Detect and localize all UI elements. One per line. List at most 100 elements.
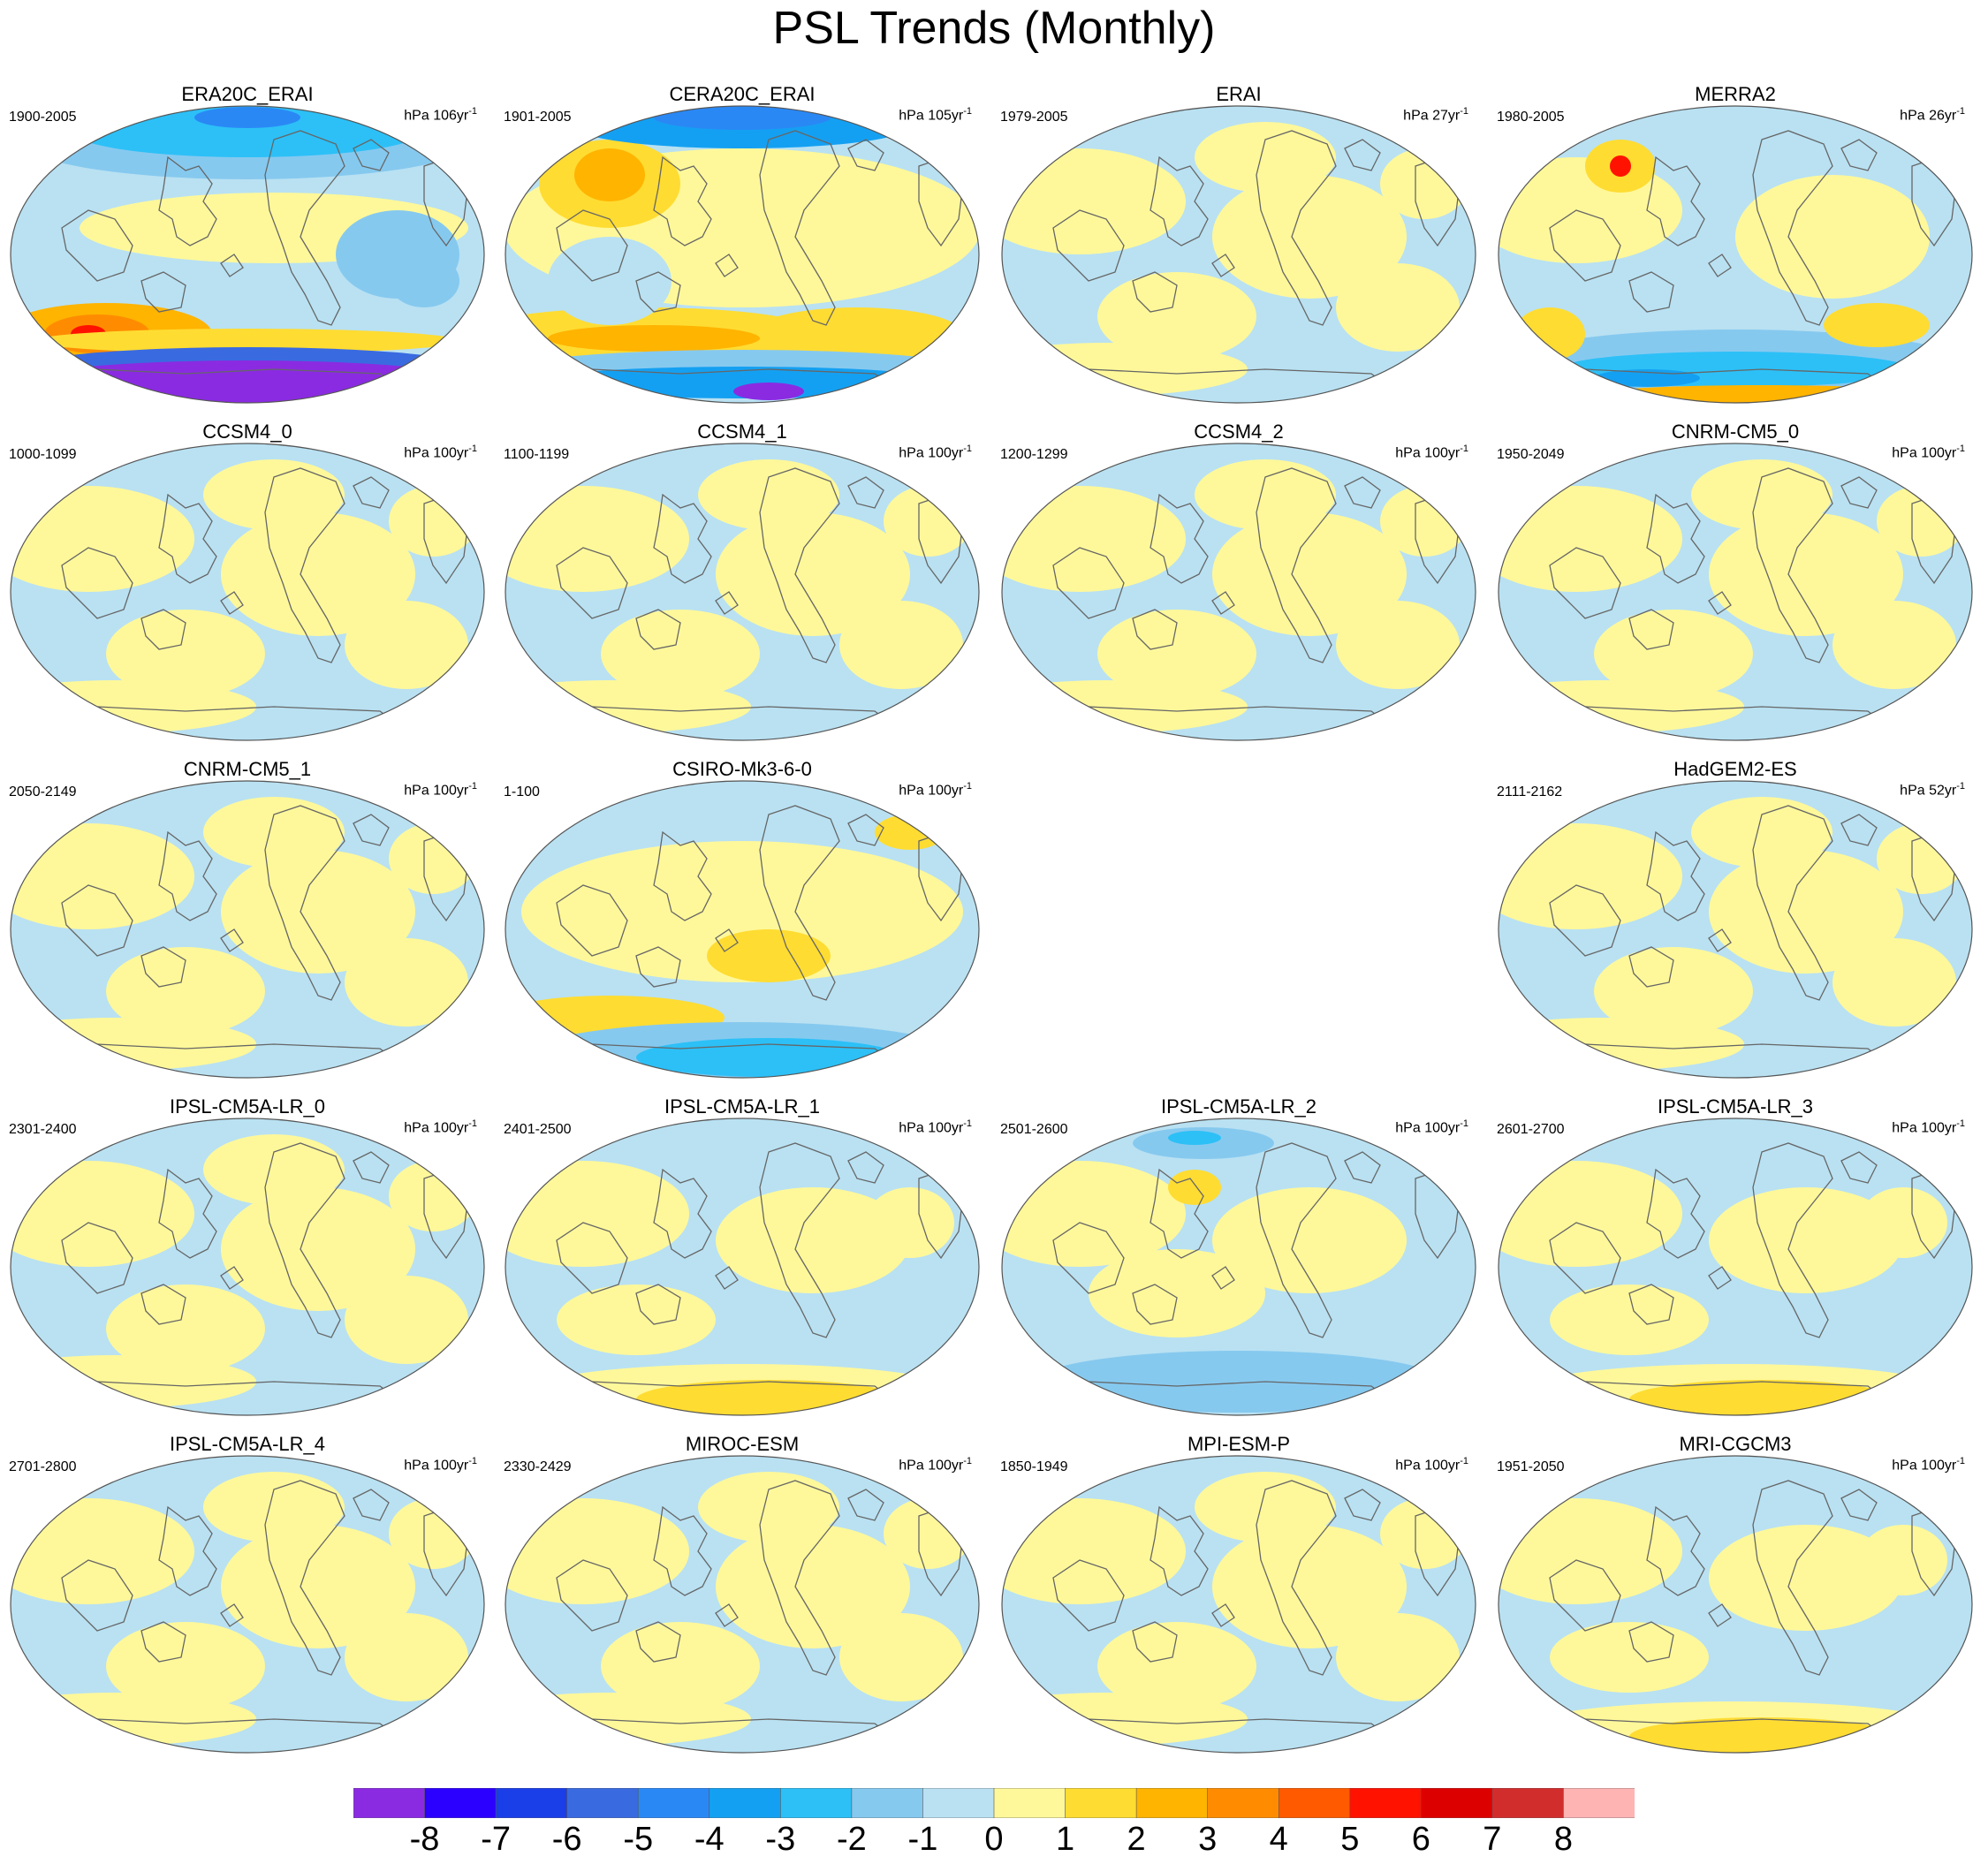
panel-units-text: hPa 100yr: [899, 1458, 964, 1474]
panel-title: ERAI: [1216, 83, 1262, 105]
panel-units-text: hPa 100yr: [1892, 1458, 1957, 1474]
map-plot: [1001, 1455, 1476, 1754]
panel-units: hPa 100yr-1: [1892, 1118, 1965, 1136]
colorbar-tick-label: -6: [551, 1821, 582, 1858]
map-plot: [10, 1118, 485, 1416]
panel-title: CSIRO-Mk3-6-0: [672, 758, 812, 780]
panel-units-exponent: -1: [1460, 443, 1468, 454]
panel-years: 1979-2005: [1000, 110, 1068, 125]
map-plot: [1498, 443, 1973, 741]
panel-units: hPa 100yr-1: [899, 443, 972, 461]
panel-title: IPSL-CM5A-LR_4: [169, 1433, 326, 1455]
panel-title: IPSL-CM5A-LR_2: [1160, 1095, 1317, 1118]
panel-years: 2401-2500: [504, 1122, 572, 1137]
panel-units: hPa 100yr-1: [1395, 443, 1468, 461]
panel-title: CNRM-CM5_1: [183, 758, 312, 780]
map-plot: [505, 780, 980, 1079]
panel-units: hPa 100yr-1: [404, 443, 477, 461]
panel-units-exponent: -1: [468, 1118, 477, 1129]
map-plot: [1498, 105, 1973, 404]
panel-units-text: hPa 100yr: [404, 783, 469, 799]
panel-units: hPa 27yr-1: [1403, 106, 1468, 124]
panel-title: CCSM4_0: [202, 421, 292, 443]
panel-units: hPa 100yr-1: [404, 781, 477, 799]
panel-units-text: hPa 100yr: [1395, 1120, 1461, 1136]
colorbar-swatch: [1065, 1788, 1137, 1818]
panel-units-exponent: -1: [1460, 1456, 1468, 1466]
colorbar-swatch: [1349, 1788, 1423, 1818]
colorbar-swatch: [1207, 1788, 1280, 1818]
panel-units-exponent: -1: [1956, 443, 1965, 454]
panel-units-exponent: -1: [1460, 1118, 1468, 1129]
panel-title: ERA20C_ERAI: [181, 83, 314, 105]
map-panel-hadgem2-es: HadGEM2-ES 2111-2162 hPa 52yr-1: [1488, 758, 1983, 1094]
panel-units-text: hPa 100yr: [1395, 445, 1461, 461]
panel-title: HadGEM2-ES: [1673, 758, 1797, 780]
panel-units-text: hPa 100yr: [899, 783, 964, 799]
panel-years: 1850-1949: [1000, 1459, 1068, 1474]
map-plot: [10, 443, 485, 741]
colorbar-tick-label: 8: [1553, 1821, 1574, 1858]
map-plot: [1001, 443, 1476, 741]
map-panel-ipsl-cm5a-lr_1: IPSL-CM5A-LR_1 2401-2500 hPa 100yr-1: [495, 1095, 990, 1431]
map-plot: [1001, 1118, 1476, 1416]
panel-years: 1980-2005: [1497, 110, 1565, 125]
panel-units-text: hPa 106yr: [404, 108, 469, 124]
map-panel-cera20c_erai: CERA20C_ERAI 1901-2005 hPa 105yr-1: [495, 83, 990, 419]
map-panel-ccsm4_2: CCSM4_2 1200-1299 hPa 100yr-1: [991, 421, 1486, 756]
colorbar-tick-label: 2: [1127, 1821, 1146, 1858]
panel-years: 2301-2400: [9, 1122, 77, 1137]
map-plot: [505, 1118, 980, 1416]
panel-units: hPa 105yr-1: [899, 106, 972, 124]
panel-units-text: hPa 105yr: [899, 108, 964, 124]
colorbar-labels: -8 -7 -6 -5 -4 -3 -2 -1 0 1 2 3 4 5 6 7 8: [353, 1820, 1635, 1864]
colorbar-tick-label: 1: [1055, 1821, 1075, 1858]
panel-units: hPa 100yr-1: [899, 781, 972, 799]
map-panel-ipsl-cm5a-lr_3: IPSL-CM5A-LR_3 2601-2700 hPa 100yr-1: [1488, 1095, 1983, 1431]
map-panel-ccsm4_1: CCSM4_1 1100-1199 hPa 100yr-1: [495, 421, 990, 756]
colorbar-tick-label: 0: [984, 1821, 1004, 1858]
map-plot: [10, 780, 485, 1079]
colorbar-swatch: [851, 1788, 924, 1818]
map-plot: [1498, 1118, 1973, 1416]
colorbar-tick-label: 7: [1483, 1821, 1502, 1858]
panel-years: 1901-2005: [504, 110, 572, 125]
map-plot: [505, 1455, 980, 1754]
panel-units-exponent: -1: [1956, 106, 1965, 117]
figure-title: PSL Trends (Monthly): [772, 3, 1216, 54]
colorbar-swatch: [780, 1788, 853, 1818]
panel-years: 2050-2149: [9, 784, 77, 799]
colorbar-swatch: [709, 1788, 782, 1818]
colorbar-tick-label: -5: [623, 1821, 654, 1858]
panel-units: hPa 100yr-1: [899, 1118, 972, 1136]
panel-years: 1951-2050: [1497, 1459, 1565, 1474]
panel-units-exponent: -1: [963, 781, 972, 792]
map-panel-merra2: MERRA2 1980-2005 hPa 26yr-1: [1488, 83, 1983, 419]
panel-title: CERA20C_ERAI: [669, 83, 816, 105]
panel-title: MERRA2: [1695, 83, 1776, 105]
map-plot: [10, 1455, 485, 1754]
panel-units: hPa 100yr-1: [404, 1456, 477, 1474]
panel-years: 2330-2429: [504, 1459, 572, 1474]
panel-title: MPI-ESM-P: [1187, 1433, 1291, 1455]
map-panel-csiro-mk3-6-0: CSIRO-Mk3-6-0 1-100 hPa 100yr-1: [495, 758, 990, 1094]
panel-units-text: hPa 100yr: [404, 1458, 469, 1474]
panel-units: hPa 100yr-1: [1395, 1118, 1468, 1136]
map-panel-era20c_erai: ERA20C_ERAI 1900-2005 hPa 106yr-1: [0, 83, 495, 419]
panel-units: hPa 100yr-1: [1892, 443, 1965, 461]
map-panel-ipsl-cm5a-lr_0: IPSL-CM5A-LR_0 2301-2400 hPa 100yr-1: [0, 1095, 495, 1431]
panel-units-exponent: -1: [468, 106, 477, 117]
panel-years: 1200-1299: [1000, 447, 1068, 462]
panel-units-text: hPa 100yr: [899, 1120, 964, 1136]
panel-years: 1900-2005: [9, 110, 77, 125]
panel-units-exponent: -1: [1956, 781, 1965, 792]
panel-units-text: hPa 100yr: [404, 445, 469, 461]
map-plot: [10, 105, 485, 404]
panel-units-exponent: -1: [963, 1118, 972, 1129]
colorbar-tick-label: -4: [694, 1821, 725, 1858]
panel-units-exponent: -1: [468, 781, 477, 792]
panel-units: hPa 100yr-1: [1395, 1456, 1468, 1474]
colorbar-tick-label: 4: [1269, 1821, 1288, 1858]
map-plot: [1001, 105, 1476, 404]
panel-years: 1-100: [504, 784, 540, 799]
